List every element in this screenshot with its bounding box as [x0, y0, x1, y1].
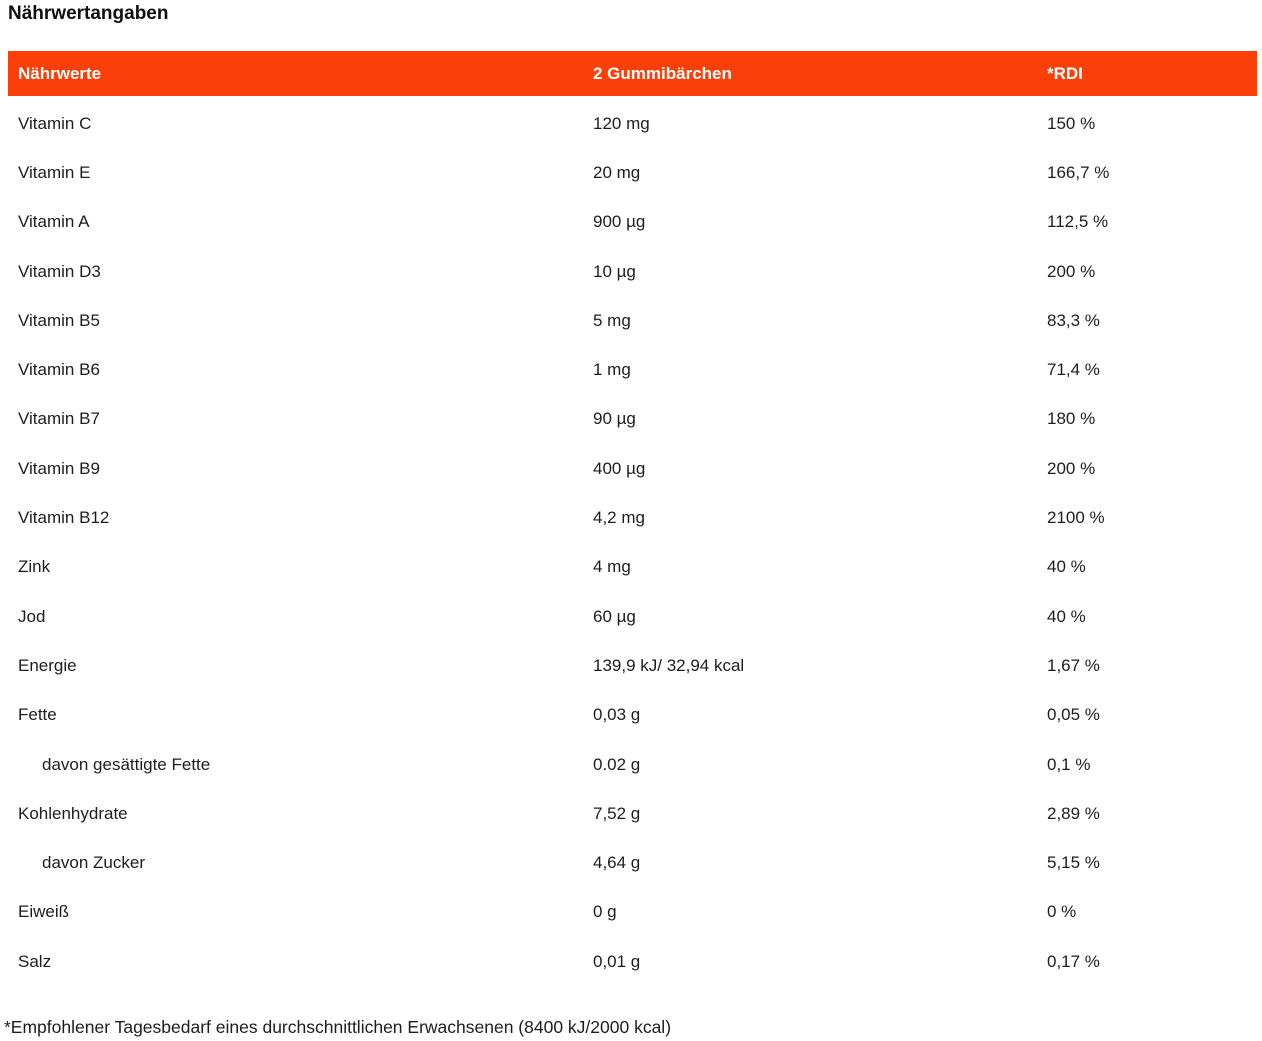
table-row: Vitamin D3 10 µg 200 %	[8, 247, 1257, 296]
nutrient-rdi-cell: 83,3 %	[1047, 310, 1100, 330]
nutrient-rdi-cell: 0,05 %	[1047, 705, 1100, 725]
nutrient-name-cell: Vitamin B5	[18, 310, 100, 330]
nutrient-amount-cell: 60 µg	[593, 606, 636, 626]
table-row: Vitamin E 20 mg 166,7 %	[8, 148, 1257, 197]
table-row: Vitamin C 120 mg 150 %	[8, 99, 1257, 148]
nutrient-amount-cell: 120 mg	[593, 113, 650, 133]
nutrient-rdi-cell: 40 %	[1047, 606, 1086, 626]
nutrient-amount-cell: 139,9 kJ/ 32,94 kcal	[593, 655, 745, 675]
table-row: Fette 0,03 g 0,05 %	[8, 691, 1257, 740]
nutrient-name-cell: Vitamin D3	[18, 261, 101, 281]
nutrient-name-cell: Vitamin C	[18, 113, 92, 133]
table-body: Vitamin C 120 mg 150 % Vitamin E 20 mg 1…	[8, 99, 1257, 986]
table-row: Zink 4 mg 40 %	[8, 543, 1257, 592]
nutrient-name-cell: Vitamin B9	[18, 458, 100, 478]
nutrient-rdi-cell: 0 %	[1047, 902, 1077, 922]
nutrient-name-cell: davon Zucker	[42, 853, 145, 873]
nutrient-amount-cell: 0.02 g	[593, 754, 641, 774]
nutrient-amount-cell: 10 µg	[593, 261, 636, 281]
nutrient-name-cell: Eiweiß	[18, 902, 70, 922]
nutrient-rdi-cell: 0,1 %	[1047, 754, 1091, 774]
nutrient-amount-cell: 0,01 g	[593, 951, 641, 971]
table-row: Eiweiß 0 g 0 %	[8, 888, 1257, 937]
nutrient-amount-cell: 900 µg	[593, 212, 646, 232]
nutrient-rdi-cell: 180 %	[1047, 409, 1096, 429]
table-row: Vitamin B5 5 mg 83,3 %	[8, 296, 1257, 345]
nutrient-rdi-cell: 2,89 %	[1047, 803, 1100, 823]
nutrient-name-cell: Vitamin E	[18, 162, 91, 182]
nutrient-rdi-cell: 1,67 %	[1047, 655, 1100, 675]
nutrient-amount-cell: 0 g	[593, 902, 617, 922]
nutrient-amount-cell: 400 µg	[593, 458, 646, 478]
nutrient-amount-cell: 90 µg	[593, 409, 636, 429]
nutrient-name-cell: Kohlenhydrate	[18, 803, 128, 823]
nutrient-rdi-cell: 0,17 %	[1047, 951, 1100, 971]
nutrient-rdi-cell: 40 %	[1047, 557, 1086, 577]
nutrient-amount-cell: 7,52 g	[593, 803, 641, 823]
header-nutrients-label: Nährwerte	[18, 63, 102, 83]
nutrient-amount-cell: 4,64 g	[593, 853, 641, 873]
table-row: Jod 60 µg 40 %	[8, 592, 1257, 641]
nutrient-name-cell: Vitamin B12	[18, 508, 110, 528]
nutrient-name-cell: Vitamin B6	[18, 360, 100, 380]
nutrient-name-cell: Fette	[18, 705, 57, 725]
nutrient-name-cell: Salz	[18, 951, 52, 971]
nutrient-rdi-cell: 200 %	[1047, 458, 1096, 478]
nutrient-rdi-cell: 200 %	[1047, 261, 1096, 281]
nutrient-name-cell: Energie	[18, 655, 77, 675]
nutrient-rdi-cell: 150 %	[1047, 113, 1096, 133]
table-row: Vitamin B9 400 µg 200 %	[8, 444, 1257, 493]
table-row: Energie 139,9 kJ/ 32,94 kcal 1,67 %	[8, 641, 1257, 690]
nutrient-rdi-cell: 2100 %	[1047, 508, 1105, 528]
table-row: Vitamin A 900 µg 112,5 %	[8, 198, 1257, 247]
header-rdi-label: *RDI	[1047, 63, 1083, 83]
table-row: Vitamin B7 90 µg 180 %	[8, 395, 1257, 444]
table-row: davon gesättigte Fette 0.02 g 0,1 %	[8, 740, 1257, 789]
nutrient-name-cell: Zink	[18, 557, 51, 577]
table-row: Vitamin B6 1 mg 71,4 %	[8, 345, 1257, 394]
nutrient-amount-cell: 4 mg	[593, 557, 631, 577]
header-serving-label: 2 Gummibärchen	[593, 63, 732, 83]
nutrient-name-cell: Jod	[18, 606, 46, 626]
nutrition-table: Nährwerte 2 Gummibärchen *RDI Vitamin C …	[8, 51, 1257, 986]
table-header-row: Nährwerte 2 Gummibärchen *RDI	[8, 51, 1257, 96]
rdi-footnote: *Empfohlener Tagesbedarf eines durchschn…	[4, 1017, 672, 1037]
table-row: Salz 0,01 g 0,17 %	[8, 937, 1257, 986]
nutrient-name-cell: davon gesättigte Fette	[42, 754, 211, 774]
page-title: Nährwertangaben	[8, 3, 169, 24]
nutrient-rdi-cell: 112,5 %	[1047, 212, 1109, 232]
nutrient-amount-cell: 20 mg	[593, 162, 641, 182]
table-row: Kohlenhydrate 7,52 g 2,89 %	[8, 789, 1257, 838]
nutrient-name-cell: Vitamin A	[18, 212, 90, 232]
nutrient-rdi-cell: 166,7 %	[1047, 162, 1110, 182]
nutrient-amount-cell: 0,03 g	[593, 705, 641, 725]
table-row: davon Zucker 4,64 g 5,15 %	[8, 838, 1257, 887]
table-row: Vitamin B12 4,2 mg 2100 %	[8, 493, 1257, 542]
nutrient-amount-cell: 5 mg	[593, 310, 631, 330]
nutrient-rdi-cell: 5,15 %	[1047, 853, 1100, 873]
nutrient-amount-cell: 1 mg	[593, 360, 631, 380]
nutrient-amount-cell: 4,2 mg	[593, 508, 645, 528]
nutrient-rdi-cell: 71,4 %	[1047, 360, 1100, 380]
nutrient-name-cell: Vitamin B7	[18, 409, 100, 429]
